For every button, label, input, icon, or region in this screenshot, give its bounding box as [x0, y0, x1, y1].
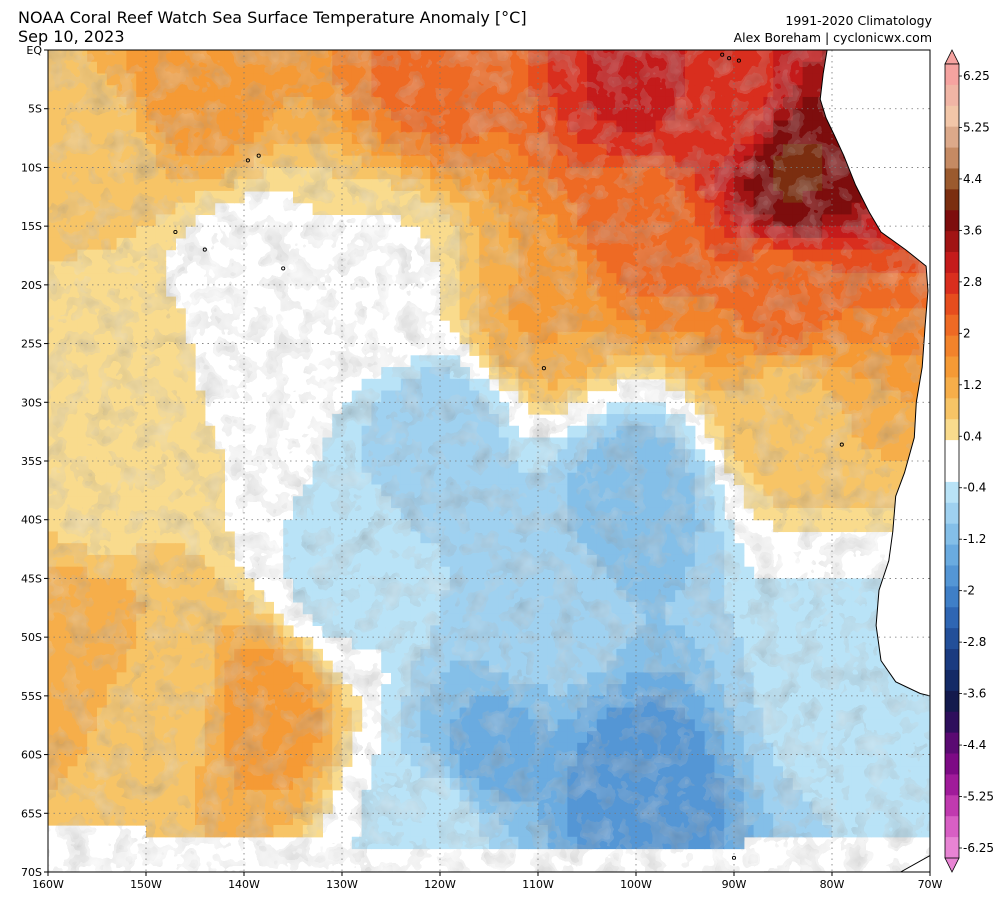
colorbar-segment	[945, 502, 959, 525]
colorbar-segment	[945, 669, 959, 692]
colorbar-segment	[945, 440, 959, 462]
colorbar-segment	[945, 607, 959, 629]
colorbar-segment	[945, 774, 959, 796]
lat-tick-label: 50S	[21, 631, 42, 644]
colorbar-label: -3.6	[963, 687, 986, 701]
colorbar-label: -1.2	[963, 532, 986, 546]
colorbar-segment	[945, 461, 959, 483]
lon-tick-label: 80W	[820, 878, 845, 891]
colorbar-segment	[945, 168, 959, 190]
colorbar-segment	[945, 795, 959, 817]
colorbar-segment	[945, 335, 959, 357]
colorbar-segment	[945, 252, 959, 274]
land-layer	[173, 50, 930, 872]
lat-tick-label: 70S	[21, 866, 42, 879]
lat-tick-label: 20S	[21, 279, 42, 292]
lat-tick-label: 10S	[21, 161, 42, 174]
lat-tick-label: 25S	[21, 338, 42, 351]
plot-area	[48, 50, 930, 872]
colorbar-label: 4.4	[963, 172, 982, 186]
lat-tick-label: 30S	[21, 396, 42, 409]
colorbar-segment	[945, 84, 959, 107]
lat-tick-label: 15S	[21, 220, 42, 233]
colorbar-label: 1.2	[963, 378, 982, 392]
colorbar-segment	[945, 398, 959, 420]
colorbar-segment	[945, 732, 959, 754]
colorbar-segment	[945, 356, 959, 378]
lat-tick-label: 5S	[28, 103, 42, 116]
colorbar-segment	[945, 126, 959, 148]
lon-tick-label: 100W	[620, 878, 652, 891]
colorbar-segment	[945, 147, 959, 169]
colorbar-segment	[945, 565, 959, 587]
colorbar-segment	[945, 314, 959, 337]
colorbar-segment	[945, 293, 959, 316]
colorbar-segment	[945, 628, 959, 650]
colorbar-segment	[945, 105, 959, 128]
colorbar-label: -4.4	[963, 738, 986, 752]
lat-tick-label: 40S	[21, 514, 42, 527]
colorbar-segment	[945, 586, 959, 608]
lon-tick-label: 140W	[228, 878, 260, 891]
lon-tick-label: 160W	[32, 878, 64, 891]
colorbar-segment	[945, 711, 959, 734]
lat-tick-label: 45S	[21, 572, 42, 585]
colorbar-label: -2.8	[963, 635, 986, 649]
colorbar-label: 6.25	[963, 69, 990, 83]
lat-tick-label: 35S	[21, 455, 42, 468]
lat-tick-label: EQ	[26, 44, 42, 57]
lon-tick-label: 150W	[130, 878, 162, 891]
colorbar-segment	[945, 544, 959, 566]
colorbar-label: 0.4	[963, 429, 982, 443]
latitude-axis: EQ 5S 10S 15S 20S 25S 30S 35S 40S 45S 50S 55S 60S 65S…	[21, 44, 48, 879]
colorbar-label: -2	[963, 584, 975, 598]
colorbar-segment	[945, 210, 959, 232]
colorbar-label: 2	[963, 326, 971, 340]
lon-tick-label: 90W	[722, 878, 747, 891]
map-title-block: NOAA Coral Reef Watch Sea Surface Temper…	[18, 8, 527, 46]
lat-tick-label: 65S	[21, 807, 42, 820]
colorbar-label: 2.8	[963, 275, 982, 289]
gridlines	[48, 50, 930, 872]
colorbar-segment	[945, 837, 959, 859]
colorbar-segment	[945, 64, 959, 86]
colorbar-label: -0.4	[963, 481, 986, 495]
colorbar-segment	[945, 753, 959, 775]
colorbar-upper-arrow	[944, 49, 960, 65]
colorbar-segment	[945, 816, 959, 838]
lon-tick-label: 120W	[424, 878, 456, 891]
colorbar-segment	[945, 649, 959, 671]
climatology-label: 1991-2020 Climatology	[785, 13, 932, 28]
lat-tick-label: 60S	[21, 749, 42, 762]
lon-tick-label: 70W	[918, 878, 943, 891]
colorbar-segment	[945, 189, 959, 211]
lat-tick-label: 55S	[21, 690, 42, 703]
map-credit-block: 1991-2020 Climatology Alex Boreham | cyc…	[734, 12, 932, 46]
colorbar-label: 5.25	[963, 120, 990, 134]
colorbar-segment	[945, 377, 959, 399]
colorbar-segment	[945, 272, 959, 295]
colorbar-segment	[945, 231, 959, 253]
colorbar-segment	[945, 523, 959, 545]
map-date: Sep 10, 2023	[18, 27, 125, 46]
longitude-axis: 160W 150W 140W 130W 120W 110W 100W 90W 80W 70W	[32, 872, 943, 891]
colorbar-label: -6.25	[963, 841, 994, 855]
colorbar: 6.25 5.25 4.4 3.6 2.8 2 1.2 0.4 -0.4 -1.2 -2 -2.8 -3…	[944, 49, 994, 873]
colorbar-segment	[945, 419, 959, 441]
lon-tick-label: 130W	[326, 878, 358, 891]
colorbar-label: 3.6	[963, 223, 982, 237]
colorbar-segment	[945, 481, 959, 504]
lon-tick-label: 110W	[522, 878, 554, 891]
colorbar-frame	[944, 63, 960, 859]
author-credit: Alex Boreham | cyclonicwx.com	[733, 30, 932, 45]
colorbar-segment	[945, 690, 959, 713]
colorbar-label: -5.25	[963, 790, 994, 804]
map-title: NOAA Coral Reef Watch Sea Surface Temper…	[18, 8, 527, 27]
colorbar-lower-arrow	[944, 857, 960, 873]
